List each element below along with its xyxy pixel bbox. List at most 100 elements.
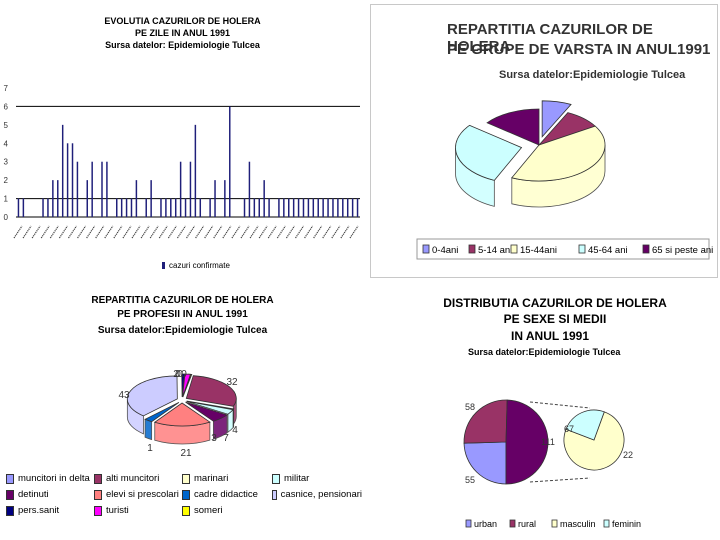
chart1-x-tick-label <box>13 225 23 239</box>
chart1-bar <box>214 180 216 217</box>
chart3-slice-side <box>144 418 153 441</box>
chart1-bar <box>22 198 25 217</box>
chart1-bar <box>189 161 192 217</box>
chart2-legend-swatch <box>510 244 518 254</box>
chart1-x-tick-label <box>340 225 350 239</box>
chart3-legend-label: pers.sanit <box>18 505 60 516</box>
chart3-slice <box>186 400 234 415</box>
chart1-bar <box>312 198 315 217</box>
chart3-legend-item: militar <box>272 473 362 484</box>
chart3-legend-swatch <box>6 489 14 500</box>
chart1-x-tick-label <box>186 225 196 239</box>
chart3-legend-swatch <box>6 473 14 484</box>
chart3-slice <box>153 402 211 427</box>
daily-cases-chart-panel: EVOLUTIA CAZURILOR DE HOLERA PE ZILE IN … <box>0 0 365 278</box>
chart1-y-tick: 4 <box>4 139 9 148</box>
chart1-bar <box>278 198 280 217</box>
chart2-slice <box>511 125 606 182</box>
chart3-source: Sursa datelor:Epidemiologie Tulcea <box>97 325 268 336</box>
chart3-slice <box>185 401 228 422</box>
chart1-bar <box>283 198 285 217</box>
chart3-data-label: 0 <box>175 369 181 380</box>
chart1-x-tick-label <box>122 225 132 239</box>
chart4-subtitle2: IN ANUL 1991 <box>510 329 590 343</box>
sex-environment-pie-panel: DISTRIBUTIA CAZURILOR DE HOLERA PE SEXE … <box>440 290 720 540</box>
chart2-slice <box>455 124 523 181</box>
chart3-legend-item: marinari <box>182 473 272 484</box>
chart1-legend-label: cazuri confirmate <box>169 261 230 270</box>
chart1-bar <box>337 198 339 217</box>
chart1-bar <box>120 198 123 217</box>
chart3-subtitle: PE PROFESII IN ANUL 1991 <box>117 309 248 320</box>
chart3-legend-label: marinari <box>194 473 229 484</box>
chart3-data-label: 4 <box>232 425 238 436</box>
chart1-bar <box>165 198 167 217</box>
chart3-legend-label: someri <box>194 505 223 516</box>
chart1-x-tick-label <box>40 225 50 239</box>
chart4-main-slice <box>463 399 508 444</box>
chart1-bar <box>322 198 324 217</box>
chart1-x-tick-label <box>231 225 241 239</box>
chart3-legend-swatch <box>182 505 190 516</box>
chart2-source: Sursa datelor:Epidemiologie Tulcea <box>499 69 686 81</box>
chart3-legend-item: alti muncitori <box>94 473 182 484</box>
chart4-data-label: 111 <box>541 437 555 447</box>
chart1-bar <box>66 143 69 217</box>
chart2-subtitle: PE GRUPE DE VARSTA IN ANUL1991 <box>447 41 711 58</box>
chart3-legend-label: muncitori in delta <box>18 473 90 484</box>
chart4-legend-label: feminin <box>612 519 641 529</box>
chart4-data-label: 55 <box>465 475 475 485</box>
chart1-bar <box>76 161 79 217</box>
chart2-legend-swatch <box>642 244 650 254</box>
chart1-bar <box>302 198 305 217</box>
chart1-x-tick-label <box>213 225 223 239</box>
chart1-x-tick-label <box>95 225 105 239</box>
chart3-legend-swatch <box>272 473 280 484</box>
chart1-bar <box>209 198 211 217</box>
chart1-y-tick: 7 <box>4 84 9 93</box>
chart4-subtitle: PE SEXE SI MEDII <box>503 312 607 326</box>
chart1-bar <box>224 180 226 217</box>
chart1-bar <box>229 106 231 217</box>
chart1-y-tick: 0 <box>4 213 9 222</box>
chart1-bar <box>86 180 88 217</box>
chart2-legend-box <box>416 238 710 260</box>
chart4-main-slice <box>463 441 507 485</box>
chart1-bar <box>258 198 260 217</box>
chart1-bar <box>317 198 319 217</box>
chart3-title: REPARTITIA CAZURILOR DE HOLERA <box>91 295 274 306</box>
chart1-x-tick-label <box>158 225 168 239</box>
chart1-bar <box>292 198 295 217</box>
chart3-legend-swatch <box>94 505 102 516</box>
chart1-y-tick: 6 <box>4 102 9 111</box>
chart1-bar <box>253 198 256 217</box>
chart3-legend-swatch <box>6 505 14 516</box>
chart1-bar <box>194 124 197 217</box>
chart4-legend-swatch <box>603 519 610 528</box>
chart1-bar <box>135 180 138 217</box>
chart3-legend-item: elevi si prescolari <box>94 489 182 500</box>
chart3-legend-label: militar <box>284 473 310 484</box>
chart4-data-label: 22 <box>623 450 633 460</box>
chart1-x-tick-label <box>77 225 87 239</box>
chart1-bar <box>174 198 177 217</box>
chart1-bar <box>52 180 54 217</box>
chart1-bar <box>243 198 246 217</box>
chart4-legend-label: urban <box>474 519 497 529</box>
chart4-legend-label: masculin <box>560 519 596 529</box>
chart3-legend-swatch <box>182 489 190 500</box>
chart1-x-tick-label <box>285 225 295 239</box>
chart1-x-tick-label <box>267 225 277 239</box>
chart4-title: DISTRIBUTIA CAZURILOR DE HOLERA <box>443 296 667 310</box>
chart3-legend-label: alti muncitori <box>106 473 160 484</box>
chart1-bar <box>327 198 329 217</box>
chart1-bar <box>47 198 49 217</box>
chart1-title: EVOLUTIA CAZURILOR DE HOLERA <box>104 16 261 26</box>
chart2-slice <box>541 100 572 138</box>
chart1-y-tick: 5 <box>4 121 9 130</box>
chart1-x-tick-label <box>58 225 68 239</box>
chart1-x-tick-label <box>140 225 150 239</box>
chart1-x-tick-label <box>295 225 305 239</box>
chart3-data-label: 7 <box>223 433 229 444</box>
